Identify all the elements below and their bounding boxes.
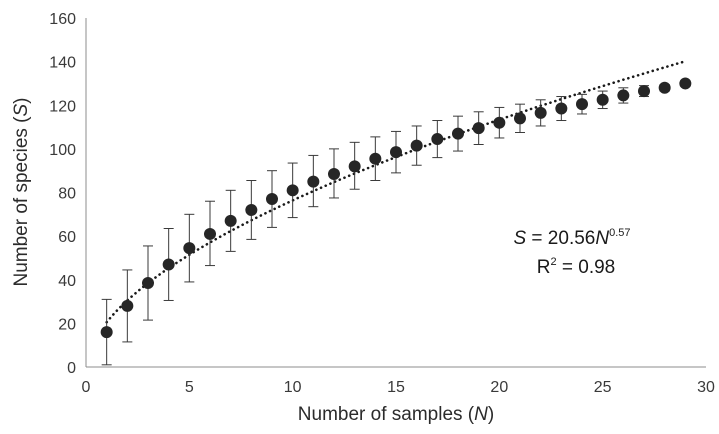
data-point-group <box>142 245 154 321</box>
data-point-group <box>390 130 402 174</box>
x-tick-label: 10 <box>284 379 302 396</box>
axes <box>85 18 706 368</box>
y-tick-label: 40 <box>58 273 76 290</box>
data-point-group <box>493 106 506 139</box>
data-point <box>431 133 444 146</box>
data-point-group <box>555 96 568 122</box>
data-point-group <box>266 170 278 228</box>
data-point-group <box>658 81 671 94</box>
data-point <box>555 102 568 115</box>
x-tick-label: 5 <box>185 379 194 396</box>
x-tick-label: 15 <box>387 379 405 396</box>
data-point-group <box>514 103 526 134</box>
data-point <box>658 81 671 94</box>
equation-annotation: S = 20.56N0.57 <box>513 227 630 249</box>
data-point <box>369 152 382 165</box>
y-tick-label: 0 <box>67 360 76 377</box>
data-point <box>534 106 547 119</box>
data-point <box>514 112 526 125</box>
data-point-group <box>369 136 382 182</box>
x-tick-label: 20 <box>490 379 508 396</box>
data-point <box>452 127 464 140</box>
data-point-group <box>431 120 444 159</box>
data-point-group <box>286 162 299 219</box>
data-point-group <box>204 200 216 267</box>
data-point-group <box>307 154 320 208</box>
data-point-group <box>121 269 134 343</box>
data-point-group <box>348 141 361 190</box>
data-point-group <box>452 115 464 152</box>
data-point-group <box>638 85 650 98</box>
data-point-group <box>679 77 692 90</box>
data-point-group <box>328 148 340 199</box>
data-point <box>224 214 237 227</box>
data-point-group <box>410 125 423 166</box>
data-point-group <box>596 90 609 110</box>
data-point <box>204 227 216 240</box>
data-point <box>286 184 299 197</box>
data-point <box>390 146 402 159</box>
data-marks <box>100 77 692 366</box>
data-point <box>679 77 692 90</box>
data-point <box>617 89 630 102</box>
data-point <box>245 203 258 216</box>
r-squared-annotation: R2 = 0.98 <box>537 256 616 278</box>
y-tick-label: 60 <box>58 229 76 246</box>
data-point <box>596 93 609 106</box>
data-point-group <box>576 93 588 115</box>
y-tick-label: 140 <box>49 55 76 72</box>
data-point <box>121 299 134 312</box>
data-point-group <box>472 111 485 146</box>
data-point <box>576 98 588 111</box>
data-point <box>162 258 175 271</box>
y-tick-label: 120 <box>49 98 76 115</box>
y-axis-title: Number of species (S) <box>11 97 32 286</box>
data-point-group <box>162 227 175 301</box>
data-point <box>472 122 485 135</box>
data-point-group <box>183 213 196 283</box>
y-tick-label: 80 <box>58 186 76 203</box>
data-point <box>638 85 650 98</box>
data-point <box>493 116 506 129</box>
data-point <box>266 193 278 206</box>
data-point <box>183 242 196 255</box>
x-tick-label: 25 <box>594 379 612 396</box>
data-point-group <box>617 87 630 104</box>
data-point <box>142 277 154 290</box>
x-tick-label: 30 <box>697 379 715 396</box>
data-point <box>410 139 423 152</box>
x-tick-label: 0 <box>82 379 91 396</box>
x-axis-title: Number of samples (N) <box>298 404 494 425</box>
tick-labels: 0 5 10 15 20 25 30 0 20 40 60 80 100 120 140 160 <box>49 11 715 396</box>
data-point <box>307 175 320 188</box>
data-point <box>328 167 340 180</box>
data-point-group <box>100 298 113 366</box>
y-tick-label: 100 <box>49 142 76 159</box>
data-point-group <box>224 189 237 252</box>
data-point <box>100 326 113 339</box>
y-tick-label: 20 <box>58 316 76 333</box>
y-tick-label: 160 <box>49 11 76 28</box>
data-point <box>348 160 361 173</box>
data-point-group <box>534 99 547 127</box>
data-point-group <box>245 180 258 240</box>
